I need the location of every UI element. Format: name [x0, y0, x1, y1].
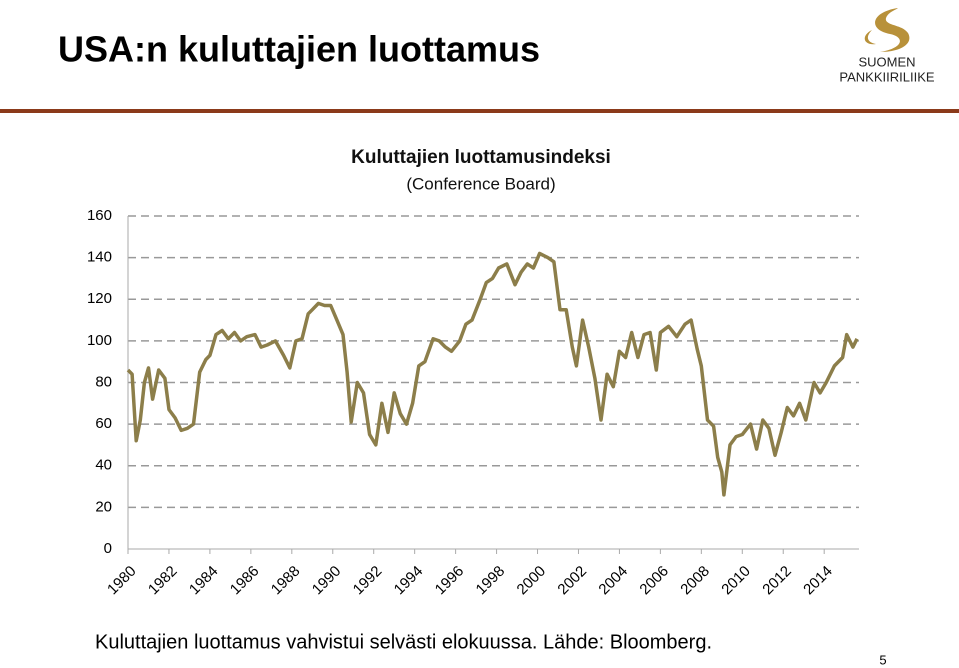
slide-title: USA:n kuluttajien luottamus	[58, 29, 540, 70]
y-tick-label: 140	[87, 249, 112, 266]
y-tick-label: 60	[95, 415, 112, 432]
x-tick-label: 1994	[391, 563, 427, 599]
x-tick-label: 2002	[554, 563, 590, 599]
x-tick-label: 1990	[309, 563, 345, 599]
x-tick-label: 1988	[268, 563, 304, 599]
y-tick-label: 120	[87, 290, 112, 307]
logo-text: PANKKIIRILIIKE	[839, 69, 934, 84]
y-tick-label: 80	[95, 373, 112, 390]
x-tick-label: 1996	[432, 563, 468, 599]
y-tick-label: 0	[104, 540, 112, 557]
x-tick-label: 2004	[595, 563, 631, 599]
page-number: 5	[879, 652, 886, 667]
y-tick-label: 160	[87, 207, 112, 224]
x-tick-label: 1986	[227, 563, 263, 599]
x-tick-label: 1980	[104, 563, 140, 599]
plot: 0 20 40 60 80 100 120 140 160 1980 1982 1984 1986 198…	[87, 207, 859, 598]
x-tick-label: 1984	[186, 563, 222, 599]
logo-text: SUOMEN	[858, 54, 915, 69]
caption: Kuluttajien luottamus vahvistui selvästi…	[95, 631, 712, 653]
x-tick-label: 2012	[759, 563, 795, 599]
x-tick-label: 1992	[350, 563, 386, 599]
y-tick-label: 40	[95, 457, 112, 474]
logo-mark	[875, 8, 910, 52]
x-tick-label: 1982	[145, 563, 181, 599]
y-tick-label: 100	[87, 332, 112, 349]
x-tick-label: 2006	[636, 563, 672, 599]
y-tick-label: 20	[95, 498, 112, 515]
x-tick-label: 2000	[514, 563, 550, 599]
x-tick-label: 2008	[677, 563, 713, 599]
header-rule	[0, 109, 959, 113]
x-tick-label: 1998	[473, 563, 509, 599]
chart-title: Kuluttajien luottamusindeksi	[351, 147, 611, 168]
x-tick-label: 2014	[800, 563, 836, 599]
x-tick-label: 2010	[718, 563, 754, 599]
logo-mark	[864, 30, 876, 45]
logo: SUOMEN PANKKIIRILIIKE	[839, 8, 935, 84]
data-line	[126, 251, 859, 497]
chart-subtitle: (Conference Board)	[406, 174, 555, 193]
